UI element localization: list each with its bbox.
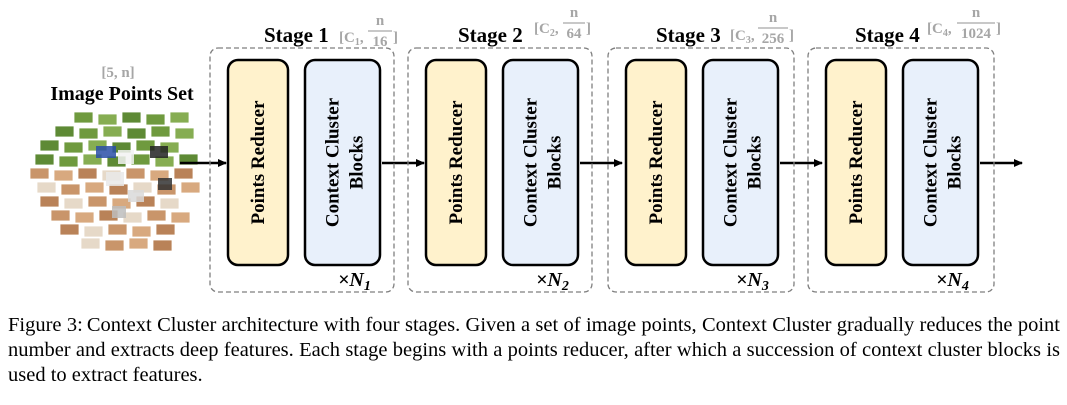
svg-text:n: n bbox=[376, 13, 385, 29]
input-points-set: [5, n] Image Points Set bbox=[29, 65, 201, 252]
svg-text:64: 64 bbox=[567, 26, 583, 42]
stage-2-reducer-label: Points Reducer bbox=[446, 100, 467, 225]
stage-4-context-cluster-blocks bbox=[901, 58, 980, 267]
stage-2-blocks-label: Context Cluster Blocks bbox=[521, 97, 566, 227]
stage-1-reducer-label: Points Reducer bbox=[248, 100, 269, 225]
stage-1: Stage 1 [C1, n 16 ] Points Reducer Conte… bbox=[209, 13, 398, 294]
stage-4-reducer-label: Points Reducer bbox=[846, 100, 867, 225]
stage-4-frame bbox=[807, 47, 995, 293]
stage-1-title: Stage 1 bbox=[264, 23, 329, 47]
stage-2-frame bbox=[407, 47, 593, 293]
svg-text:Context Cluster: Context Cluster bbox=[921, 97, 942, 227]
stage-4-shape: [C4, n 1024 ] bbox=[927, 5, 1001, 42]
stage-1-blocks-label: Context Cluster Blocks bbox=[323, 97, 368, 227]
svg-text:Blocks: Blocks bbox=[745, 136, 766, 190]
svg-text:[C3,: [C3, bbox=[730, 28, 755, 46]
svg-text:n: n bbox=[570, 5, 579, 21]
input-shape-label: [5, n] bbox=[101, 65, 134, 81]
svg-text:]: ] bbox=[586, 21, 591, 37]
caption-label: Figure 3: bbox=[8, 314, 83, 336]
caption-text: Context Cluster architecture with four s… bbox=[8, 314, 1060, 386]
svg-text:n: n bbox=[972, 5, 981, 21]
stage-2-title: Stage 2 bbox=[458, 23, 523, 47]
stage-3-points-reducer bbox=[624, 58, 688, 267]
svg-text:n: n bbox=[769, 10, 778, 26]
stage-1-frame bbox=[209, 47, 395, 293]
stage-2-repeat-label: ×N2 bbox=[536, 269, 569, 294]
stage-3-context-cluster-blocks bbox=[701, 58, 780, 267]
svg-text:]: ] bbox=[789, 28, 794, 44]
svg-text:Blocks: Blocks bbox=[545, 136, 566, 190]
stage-3-repeat-label: ×N3 bbox=[736, 269, 769, 294]
image-patches-icon bbox=[29, 111, 201, 252]
stage-4-title: Stage 4 bbox=[855, 23, 920, 47]
stage-2: Stage 2 [C2, n 64 ] Points Reducer Conte… bbox=[407, 5, 593, 294]
stage-3-title: Stage 3 bbox=[656, 23, 721, 47]
svg-text:[C2,: [C2, bbox=[534, 21, 559, 39]
svg-text:Blocks: Blocks bbox=[945, 136, 966, 190]
stage-1-shape: [C1, n 16 ] bbox=[339, 13, 398, 50]
stage-1-context-cluster-blocks bbox=[303, 58, 382, 267]
stage-1-repeat-label: ×N1 bbox=[338, 269, 371, 294]
svg-text:256: 256 bbox=[762, 31, 785, 47]
stage-1-points-reducer bbox=[226, 58, 290, 267]
input-title: Image Points Set bbox=[50, 83, 194, 105]
stage-4-blocks-label: Context Cluster Blocks bbox=[921, 97, 966, 227]
stage-2-points-reducer bbox=[424, 58, 488, 267]
stage-3-shape: [C3, n 256 ] bbox=[730, 10, 794, 47]
svg-text:]: ] bbox=[393, 30, 398, 46]
stage-3-reducer-label: Points Reducer bbox=[646, 100, 667, 225]
stage-3-blocks-label: Context Cluster Blocks bbox=[721, 97, 766, 227]
svg-text:Blocks: Blocks bbox=[347, 136, 368, 190]
svg-text:1024: 1024 bbox=[961, 26, 992, 42]
stage-4-repeat-label: ×N4 bbox=[936, 269, 969, 294]
svg-text:16: 16 bbox=[373, 34, 389, 50]
stage-4: Stage 4 [C4, n 1024 ] Points Reducer Con… bbox=[807, 5, 1001, 294]
svg-text:[C1,: [C1, bbox=[339, 30, 364, 48]
figure-caption: Figure 3: Context Cluster architecture wi… bbox=[8, 313, 1060, 388]
stage-2-shape: [C2, n 64 ] bbox=[534, 5, 591, 42]
svg-text:Context Cluster: Context Cluster bbox=[521, 97, 542, 227]
svg-text:Context Cluster: Context Cluster bbox=[721, 97, 742, 227]
stage-4-points-reducer bbox=[824, 58, 888, 267]
stage-3-frame bbox=[607, 47, 795, 293]
architecture-diagram: [5, n] Image Points Set Stage 1 [C1, n 1… bbox=[29, 5, 1023, 294]
svg-text:]: ] bbox=[996, 21, 1001, 37]
svg-text:Context Cluster: Context Cluster bbox=[323, 97, 344, 227]
stage-3: Stage 3 [C3, n 256 ] Points Reducer Cont… bbox=[607, 10, 795, 294]
stage-2-context-cluster-blocks bbox=[501, 58, 580, 267]
svg-text:[C4,: [C4, bbox=[927, 21, 952, 39]
